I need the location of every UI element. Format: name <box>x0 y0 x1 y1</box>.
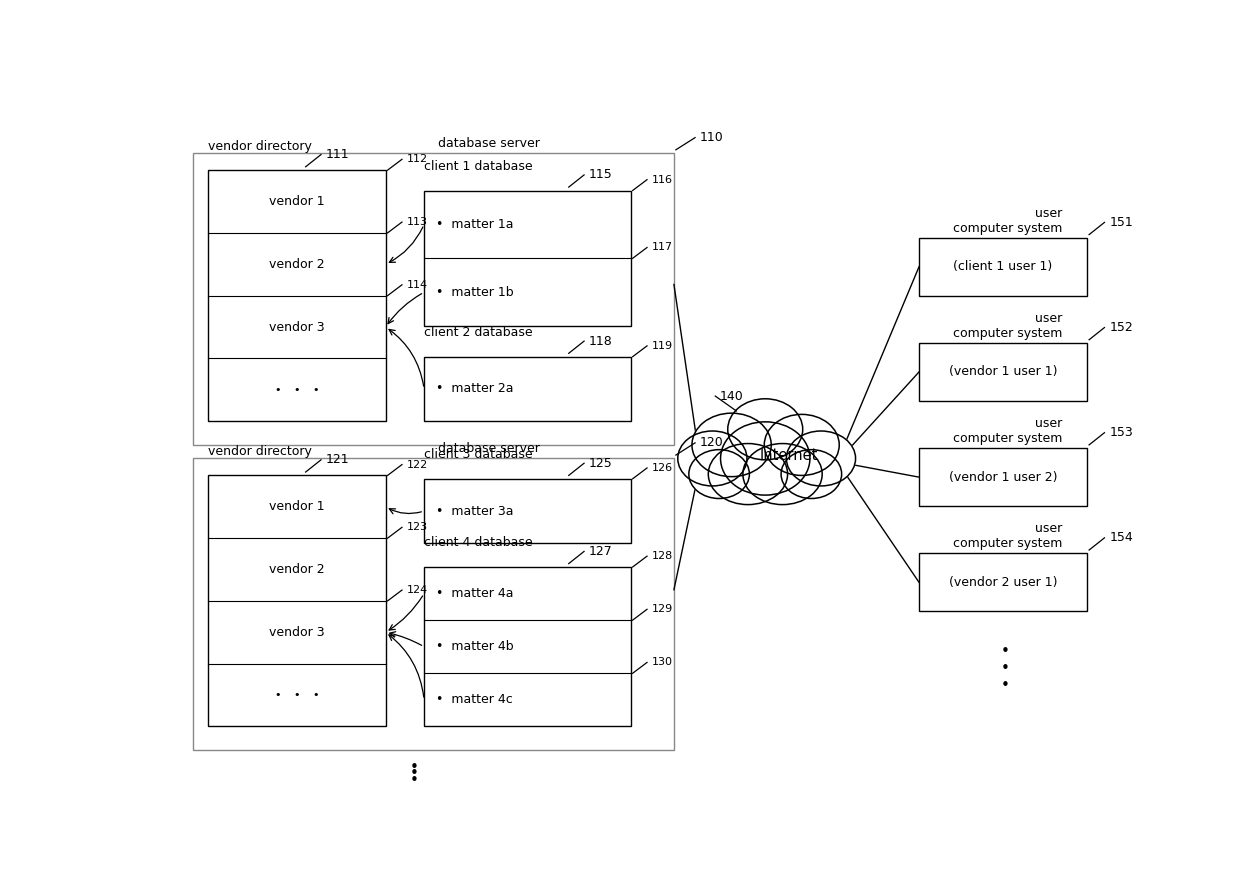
Text: 112: 112 <box>407 154 428 165</box>
Bar <box>424 479 631 544</box>
Ellipse shape <box>692 413 771 477</box>
Bar <box>919 238 1087 296</box>
Text: •  matter 1b: • matter 1b <box>435 285 513 299</box>
Text: •: • <box>1001 644 1009 659</box>
Ellipse shape <box>708 443 787 505</box>
Bar <box>424 190 631 326</box>
Text: 118: 118 <box>589 335 613 348</box>
Text: •  matter 4c: • matter 4c <box>435 693 512 707</box>
Text: 116: 116 <box>652 174 673 185</box>
Text: 153: 153 <box>1110 426 1133 440</box>
Text: 152: 152 <box>1110 321 1133 334</box>
Text: vendor 2: vendor 2 <box>269 258 325 270</box>
Text: 128: 128 <box>652 552 673 561</box>
Bar <box>919 553 1087 611</box>
Text: (client 1 user 1): (client 1 user 1) <box>954 260 1053 273</box>
Bar <box>193 458 675 751</box>
Text: •: • <box>294 385 300 395</box>
Text: user
computer system: user computer system <box>952 207 1061 234</box>
Text: 127: 127 <box>589 545 613 558</box>
Text: •: • <box>274 690 280 700</box>
Text: vendor 1: vendor 1 <box>269 195 325 208</box>
Text: •: • <box>410 759 419 774</box>
Text: 130: 130 <box>652 657 673 668</box>
Text: 120: 120 <box>699 436 724 449</box>
Text: database server: database server <box>438 442 539 455</box>
Text: •  matter 4b: • matter 4b <box>435 640 513 653</box>
Text: 119: 119 <box>652 341 673 351</box>
Bar <box>424 567 631 727</box>
Text: vendor 2: vendor 2 <box>269 563 325 576</box>
Ellipse shape <box>720 422 810 495</box>
Text: 110: 110 <box>699 131 724 144</box>
Bar <box>208 476 386 727</box>
Text: 124: 124 <box>407 585 428 595</box>
Text: client 3 database: client 3 database <box>424 448 533 461</box>
Ellipse shape <box>743 443 822 505</box>
Text: user
computer system: user computer system <box>952 522 1061 550</box>
Text: vendor directory: vendor directory <box>208 140 311 153</box>
Ellipse shape <box>781 449 842 499</box>
Text: 129: 129 <box>652 604 673 614</box>
Text: •: • <box>312 385 319 395</box>
Text: •: • <box>1001 678 1009 693</box>
Bar <box>919 344 1087 401</box>
Ellipse shape <box>678 431 746 486</box>
Text: 154: 154 <box>1110 531 1133 544</box>
Text: client 1 database: client 1 database <box>424 159 533 173</box>
Text: 122: 122 <box>407 460 428 470</box>
Text: 111: 111 <box>326 148 350 161</box>
Text: •  matter 1a: • matter 1a <box>435 218 513 231</box>
Text: vendor 1: vendor 1 <box>269 500 325 514</box>
Bar <box>424 357 631 421</box>
Text: client 2 database: client 2 database <box>424 326 533 339</box>
Text: •: • <box>410 774 419 788</box>
Text: •: • <box>410 766 419 781</box>
Text: •: • <box>312 690 319 700</box>
Text: (vendor 2 user 1): (vendor 2 user 1) <box>949 576 1058 589</box>
Text: 115: 115 <box>589 168 613 181</box>
Ellipse shape <box>689 449 749 499</box>
Text: •: • <box>1001 662 1009 677</box>
Text: 126: 126 <box>652 463 673 473</box>
Bar <box>919 448 1087 506</box>
Text: user
computer system: user computer system <box>952 312 1061 340</box>
Text: (vendor 1 user 2): (vendor 1 user 2) <box>949 470 1058 484</box>
Text: vendor 3: vendor 3 <box>269 626 325 639</box>
Text: •  matter 4a: • matter 4a <box>435 587 513 600</box>
Text: database server: database server <box>438 137 539 150</box>
Text: 125: 125 <box>589 456 613 470</box>
Text: 151: 151 <box>1110 216 1133 229</box>
Text: •: • <box>274 385 280 395</box>
Text: 117: 117 <box>652 242 673 253</box>
Text: 140: 140 <box>720 389 744 403</box>
Bar <box>208 170 386 421</box>
Ellipse shape <box>764 414 839 476</box>
Ellipse shape <box>728 399 802 460</box>
Text: 123: 123 <box>407 522 428 532</box>
Text: user
computer system: user computer system <box>952 417 1061 445</box>
Text: •: • <box>294 690 300 700</box>
Text: client 4 database: client 4 database <box>424 537 533 550</box>
Text: 121: 121 <box>326 454 350 466</box>
Text: vendor 3: vendor 3 <box>269 321 325 334</box>
Bar <box>193 153 675 445</box>
Text: Internet: Internet <box>760 448 818 463</box>
Text: (vendor 1 user 1): (vendor 1 user 1) <box>949 366 1058 379</box>
Text: •  matter 3a: • matter 3a <box>435 505 513 517</box>
Text: •  matter 2a: • matter 2a <box>435 382 513 396</box>
Text: vendor directory: vendor directory <box>208 446 311 458</box>
Ellipse shape <box>786 431 856 486</box>
Text: 114: 114 <box>407 280 428 290</box>
Text: 113: 113 <box>407 217 428 227</box>
